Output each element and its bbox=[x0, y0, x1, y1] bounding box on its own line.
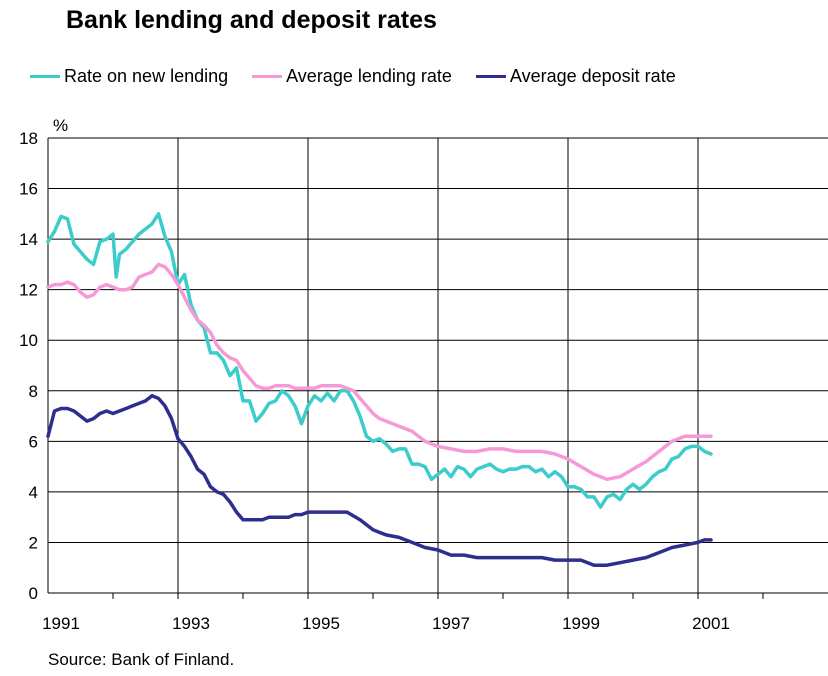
legend: Rate on new lending Average lending rate… bbox=[30, 62, 700, 90]
legend-swatch-average-lending-rate bbox=[252, 74, 283, 78]
legend-label-average-deposit-rate: Average deposit rate bbox=[509, 65, 676, 86]
average-deposit-rate-line bbox=[46, 394, 713, 567]
y-tick-label: 16 bbox=[19, 180, 38, 199]
rate-on-new-lending-line bbox=[46, 212, 713, 509]
x-tick-label: 1991 bbox=[42, 614, 80, 633]
y-tick-label: 14 bbox=[19, 230, 38, 249]
legend-label-average-lending-rate: Average lending rate bbox=[286, 65, 452, 86]
legend-swatch-rate-on-new-lending bbox=[30, 74, 60, 78]
y-axis-unit-label: % bbox=[53, 116, 68, 135]
x-tick-label: 2001 bbox=[692, 614, 730, 633]
y-tick-label: 8 bbox=[29, 382, 38, 401]
y-tick-label: 6 bbox=[29, 432, 38, 451]
legend-swatch-average-deposit-rate bbox=[475, 74, 506, 78]
y-tick-label: 18 bbox=[19, 129, 38, 148]
legend-item-rate-on-new-lending: Rate on new lending bbox=[30, 66, 228, 87]
legend-item-average-deposit-rate: Average deposit rate bbox=[475, 65, 676, 87]
y-tick-label: 4 bbox=[29, 483, 38, 502]
legend-item-average-lending-rate: Average lending rate bbox=[252, 66, 452, 87]
chart-title: Bank lending and deposit rates bbox=[66, 6, 437, 34]
y-tick-label: 0 bbox=[29, 584, 38, 603]
x-tick-label: 1993 bbox=[172, 614, 210, 633]
y-tick-label: 10 bbox=[19, 331, 38, 350]
source-note: Source: Bank of Finland. bbox=[48, 650, 235, 669]
legend-label-rate-on-new-lending: Rate on new lending bbox=[64, 65, 229, 86]
x-tick-label: 1995 bbox=[302, 614, 340, 633]
y-tick-label: 12 bbox=[19, 281, 38, 300]
x-tick-label: 1997 bbox=[432, 614, 470, 633]
x-tick-label: 1999 bbox=[562, 614, 600, 633]
average-lending-rate-line bbox=[46, 262, 713, 482]
y-tick-label: 2 bbox=[29, 533, 38, 552]
